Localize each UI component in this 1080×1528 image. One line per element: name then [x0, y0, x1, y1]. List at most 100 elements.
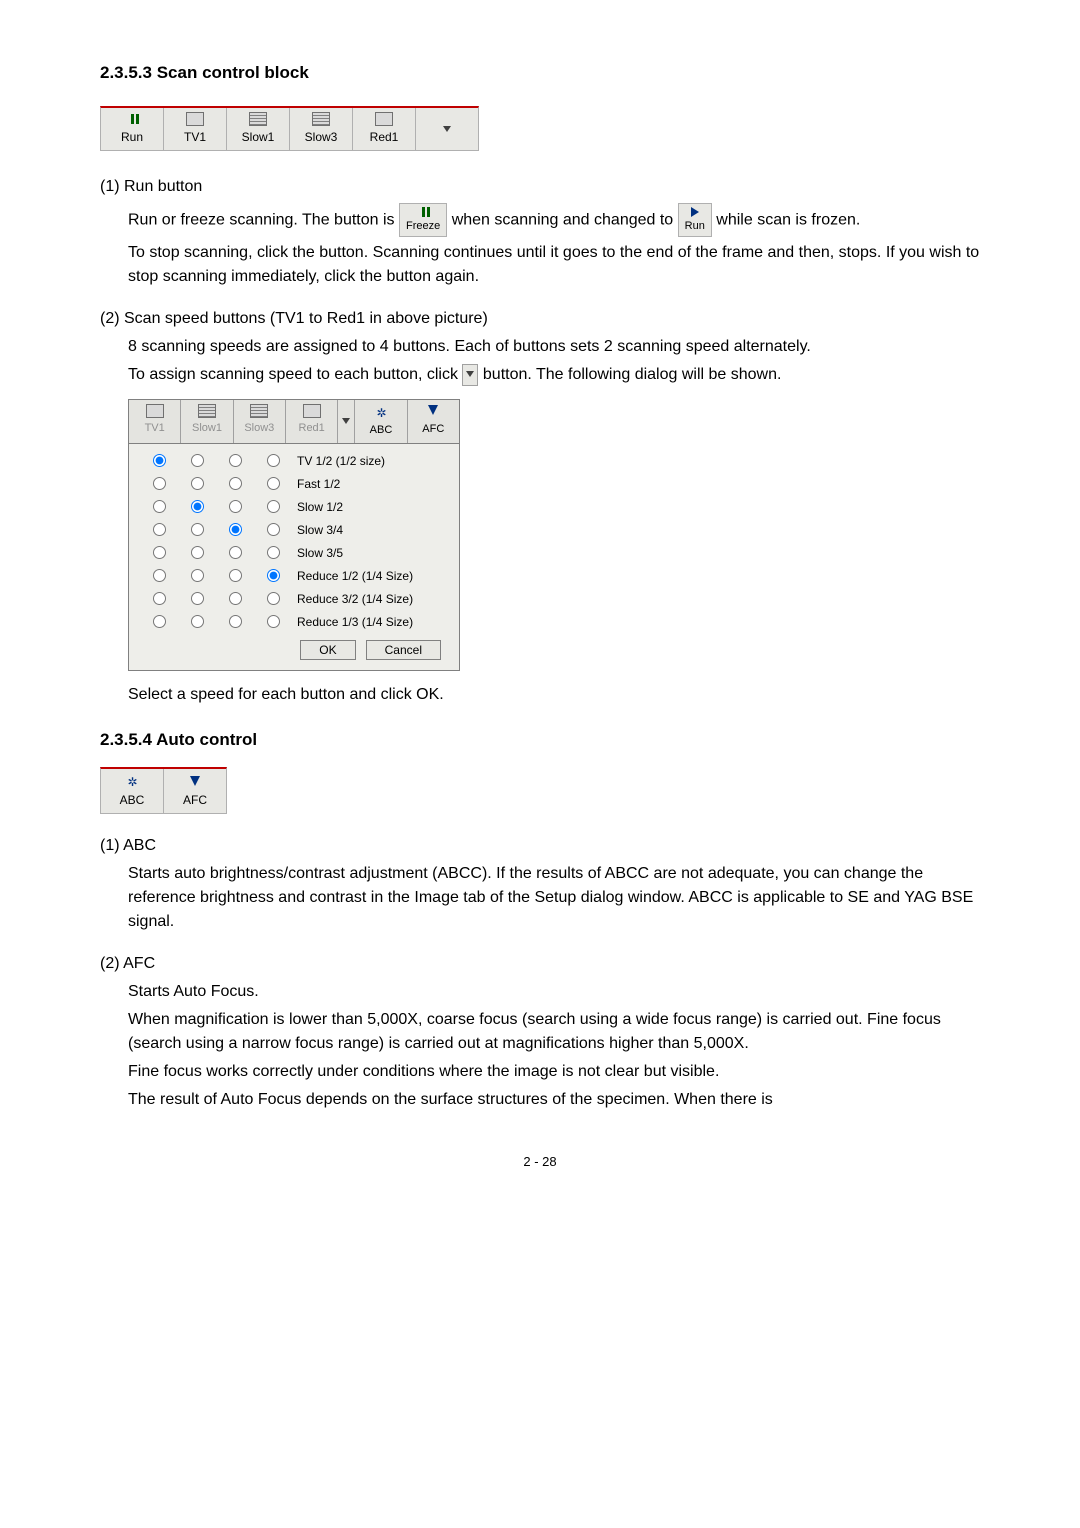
speed-row-label: Reduce 1/3 (1/4 Size) — [291, 613, 413, 631]
run-paragraph-1: Run or freeze scanning. The button is Fr… — [128, 203, 980, 238]
radio-option[interactable] — [139, 497, 177, 518]
speed-row: Reduce 1/2 (1/4 Size) — [139, 565, 449, 588]
page-footer: 2 - 28 — [100, 1152, 980, 1172]
radio-option[interactable] — [215, 543, 253, 564]
radio-option[interactable] — [253, 497, 291, 518]
afc-paragraph-4: The result of Auto Focus depends on the … — [128, 1088, 980, 1112]
radio-option[interactable] — [253, 589, 291, 610]
freeze-label: Freeze — [406, 218, 440, 235]
radio-option[interactable] — [139, 612, 177, 633]
radio-option[interactable] — [253, 474, 291, 495]
slow3-label: Slow3 — [305, 128, 338, 146]
text: when scanning and changed to — [452, 211, 678, 228]
radio-option[interactable] — [215, 566, 253, 587]
freeze-button[interactable]: Freeze — [399, 203, 447, 238]
radio-option[interactable] — [253, 520, 291, 541]
abc-button[interactable]: ✲ ABC — [101, 769, 164, 813]
slow3-button[interactable]: Slow3 — [290, 108, 353, 150]
speed-row: Reduce 1/3 (1/4 Size) — [139, 611, 449, 634]
rect-icon — [303, 404, 321, 418]
afc-paragraph-2: When magnification is lower than 5,000X,… — [128, 1008, 980, 1056]
dropdown-icon[interactable] — [462, 364, 478, 386]
radio-option[interactable] — [177, 451, 215, 472]
auto-toolbar: ✲ ABC AFC — [100, 767, 227, 814]
lines-icon — [249, 112, 267, 126]
abc-icon: ✲ — [127, 773, 136, 791]
ok-button[interactable]: OK — [300, 640, 355, 660]
radio-option[interactable] — [177, 566, 215, 587]
radio-option[interactable] — [215, 589, 253, 610]
tab-label: ABC — [370, 422, 393, 439]
tab-label: TV1 — [145, 420, 165, 437]
heading-scan-control: 2.3.5.3 Scan control block — [100, 60, 980, 86]
afc-button[interactable]: AFC — [164, 769, 226, 813]
rect-icon — [146, 404, 164, 418]
run-paragraph-2: To stop scanning, click the button. Scan… — [128, 241, 980, 289]
tab-slow3[interactable]: Slow3 — [234, 400, 286, 443]
tab-tv1[interactable]: TV1 — [129, 400, 181, 443]
lines-icon — [250, 404, 268, 418]
speed-dialog-tabs: TV1 Slow1 Slow3 Red1 ✲ABC AFC — [129, 400, 459, 444]
radio-option[interactable] — [139, 543, 177, 564]
radio-option[interactable] — [139, 474, 177, 495]
scan-toolbar: Run TV1 Slow1 Slow3 Red1 — [100, 106, 479, 151]
scan-dropdown[interactable] — [416, 108, 478, 150]
tab-slow1[interactable]: Slow1 — [181, 400, 233, 443]
red1-button[interactable]: Red1 — [353, 108, 416, 150]
afc-paragraph-1: Starts Auto Focus. — [128, 980, 980, 1004]
speed-row-label: Slow 3/5 — [291, 544, 343, 562]
tab-afc[interactable]: AFC — [408, 400, 459, 443]
radio-option[interactable] — [215, 451, 253, 472]
speed-dialog: TV1 Slow1 Slow3 Red1 ✲ABC AFC TV 1/2 (1/… — [128, 399, 460, 671]
speed-row-label: Fast 1/2 — [291, 475, 340, 493]
speed-row: Slow 3/4 — [139, 519, 449, 542]
afc-label: AFC — [183, 791, 207, 809]
radio-option[interactable] — [177, 543, 215, 564]
radio-option[interactable] — [253, 543, 291, 564]
rect-icon — [186, 112, 204, 126]
radio-option[interactable] — [215, 612, 253, 633]
speed-row-label: Reduce 1/2 (1/4 Size) — [291, 567, 413, 585]
pause-icon — [123, 112, 141, 126]
rect-icon — [375, 112, 393, 126]
run-button[interactable]: Run — [101, 108, 164, 150]
run-button-label: Run — [121, 128, 143, 146]
slow1-button[interactable]: Slow1 — [227, 108, 290, 150]
radio-option[interactable] — [139, 566, 177, 587]
red1-label: Red1 — [370, 128, 399, 146]
radio-option[interactable] — [253, 451, 291, 472]
tv1-button[interactable]: TV1 — [164, 108, 227, 150]
run-inline-button[interactable]: Run — [678, 203, 712, 238]
tab-dropdown[interactable] — [338, 400, 355, 443]
radio-option[interactable] — [139, 520, 177, 541]
text: To assign scanning speed to each button,… — [128, 366, 462, 383]
radio-option[interactable] — [139, 451, 177, 472]
cancel-button[interactable]: Cancel — [366, 640, 441, 660]
radio-option[interactable] — [215, 497, 253, 518]
speed-row: Slow 3/5 — [139, 542, 449, 565]
afc-heading: (2) AFC — [100, 952, 980, 976]
radio-option[interactable] — [177, 520, 215, 541]
tab-abc[interactable]: ✲ABC — [355, 400, 407, 443]
radio-option[interactable] — [253, 612, 291, 633]
radio-option[interactable] — [253, 566, 291, 587]
speed-row-label: TV 1/2 (1/2 size) — [291, 452, 385, 470]
radio-option[interactable] — [215, 520, 253, 541]
abc-label: ABC — [120, 791, 145, 809]
speed-row: Slow 1/2 — [139, 496, 449, 519]
speed-row: TV 1/2 (1/2 size) — [139, 450, 449, 473]
radio-option[interactable] — [177, 497, 215, 518]
text: Run or freeze scanning. The button is — [128, 211, 399, 228]
lines-icon — [312, 112, 330, 126]
afc-paragraph-3: Fine focus works correctly under conditi… — [128, 1060, 980, 1084]
abc-heading: (1) ABC — [100, 834, 980, 858]
tab-red1[interactable]: Red1 — [286, 400, 338, 443]
radio-option[interactable] — [177, 474, 215, 495]
radio-option[interactable] — [177, 589, 215, 610]
afc-icon — [428, 404, 438, 421]
radio-option[interactable] — [177, 612, 215, 633]
radio-option[interactable] — [139, 589, 177, 610]
abc-paragraph: Starts auto brightness/contrast adjustme… — [128, 862, 980, 934]
radio-option[interactable] — [215, 474, 253, 495]
lines-icon — [198, 404, 216, 418]
